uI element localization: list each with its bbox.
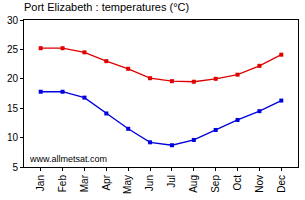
svg-text:20: 20 <box>7 73 19 84</box>
svg-text:www.allmetsat.com: www.allmetsat.com <box>29 154 107 164</box>
svg-text:Oct: Oct <box>232 175 243 191</box>
svg-text:15: 15 <box>7 103 19 114</box>
svg-text:Aug: Aug <box>188 175 199 193</box>
svg-text:25: 25 <box>7 44 19 55</box>
svg-text:5: 5 <box>12 162 18 173</box>
svg-text:Nov: Nov <box>254 175 265 193</box>
svg-text:Jul: Jul <box>166 175 177 188</box>
svg-text:Jan: Jan <box>35 175 46 191</box>
svg-text:Dec: Dec <box>276 175 287 193</box>
svg-text:30: 30 <box>7 15 19 26</box>
svg-text:Mar: Mar <box>79 174 90 192</box>
svg-text:Jun: Jun <box>144 175 155 191</box>
svg-text:Port Elizabeth : temperatures: Port Elizabeth : temperatures (°C) <box>24 1 189 13</box>
svg-text:10: 10 <box>7 132 19 143</box>
svg-text:Apr: Apr <box>101 174 112 190</box>
svg-text:Sep: Sep <box>210 175 221 193</box>
svg-text:May: May <box>122 175 133 194</box>
svg-text:Feb: Feb <box>57 175 68 193</box>
